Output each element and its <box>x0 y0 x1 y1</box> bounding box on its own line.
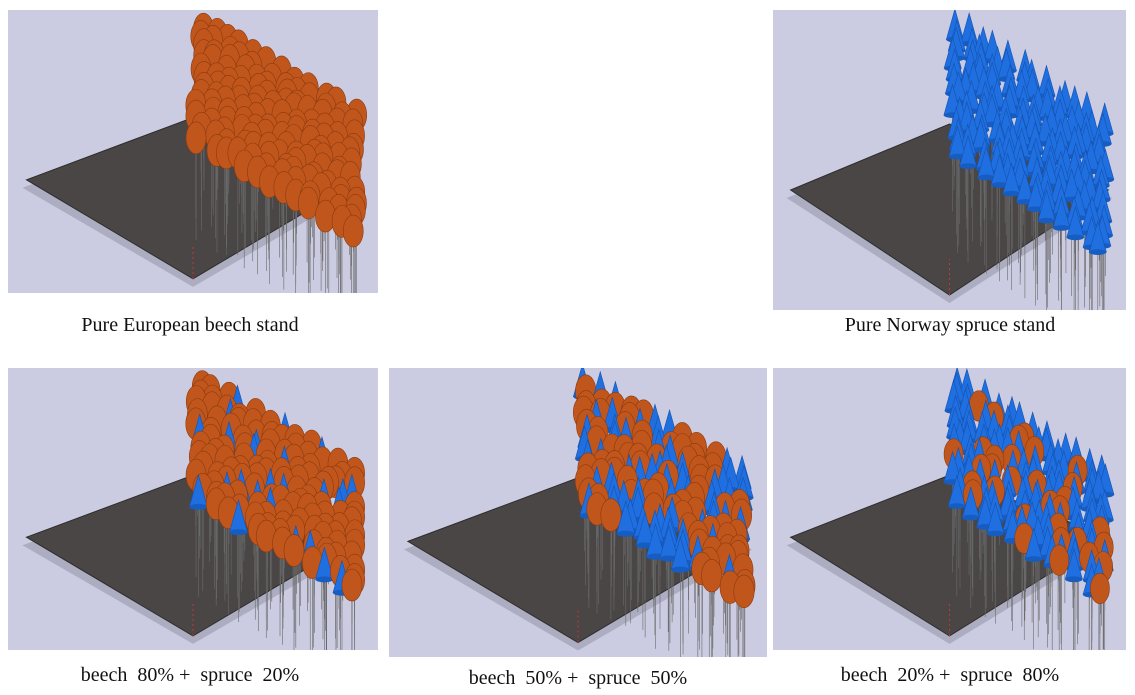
spruce-base <box>1038 218 1055 224</box>
spruce-base <box>959 163 976 169</box>
stand-render <box>773 10 1126 310</box>
figure: Pure European beech stand Pure Norway sp… <box>0 0 1135 695</box>
caption: beech 50% + spruce 50% <box>469 667 687 690</box>
caption: beech 80% + spruce 20% <box>81 664 299 687</box>
beech-crown <box>1090 573 1109 604</box>
render-panel <box>8 368 378 650</box>
beech-crown <box>186 122 206 154</box>
stand-render <box>389 368 767 657</box>
caption: beech 20% + spruce 80% <box>841 664 1059 687</box>
spruce-base <box>617 531 635 537</box>
spruce-base <box>948 503 965 509</box>
spruce-base <box>987 531 1004 537</box>
render-panel <box>389 368 767 657</box>
beech-crown <box>342 569 362 601</box>
beech-crown <box>284 535 304 567</box>
beech-crown <box>734 575 754 608</box>
spruce-base <box>1025 556 1042 562</box>
render-panel <box>8 10 378 293</box>
stand-render <box>8 10 378 293</box>
spruce-base <box>315 576 333 582</box>
stand-render <box>8 368 378 650</box>
beech-crown <box>701 559 721 592</box>
beech-crown <box>1050 545 1069 576</box>
spruce-base <box>189 504 207 510</box>
render-panel <box>773 10 1126 310</box>
spruce-base <box>962 515 979 521</box>
spruce-base <box>1089 249 1106 255</box>
spruce-base <box>1067 235 1084 241</box>
spruce-base <box>671 567 689 573</box>
spruce-base <box>1065 576 1082 582</box>
beech-crown <box>343 215 363 247</box>
caption: Pure European beech stand <box>81 314 298 337</box>
spruce-base <box>229 529 247 535</box>
spruce-base <box>1003 191 1020 197</box>
stand-render <box>773 368 1126 650</box>
beech-crown <box>601 499 621 532</box>
spruce-base <box>1053 225 1070 231</box>
render-panel <box>773 368 1126 650</box>
caption: Pure Norway spruce stand <box>845 314 1056 337</box>
